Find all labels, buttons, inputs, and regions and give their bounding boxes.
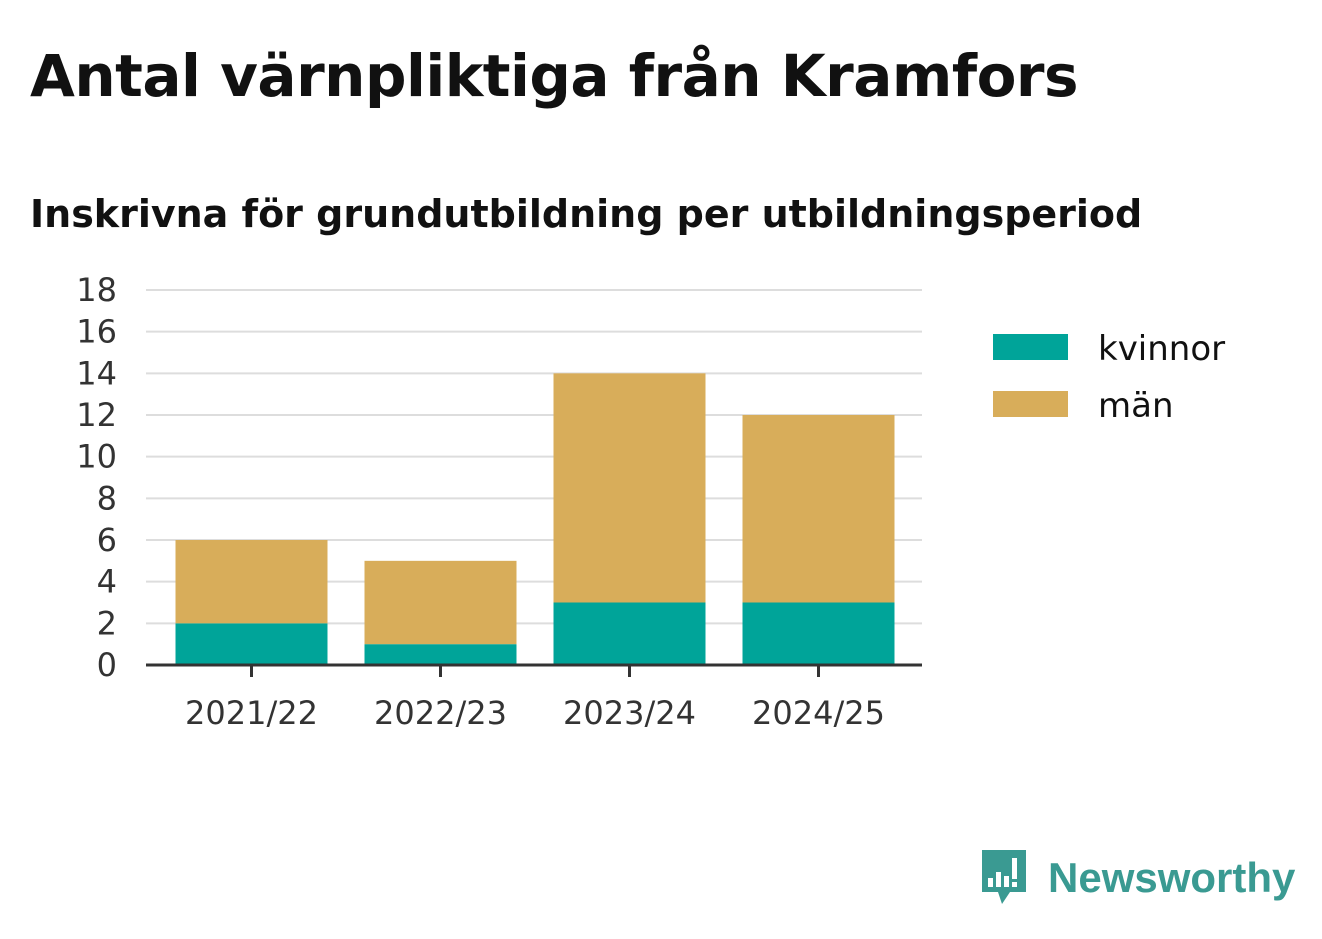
newsworthy-logo-icon — [982, 850, 1026, 904]
bar-kvinnor-2021-22 — [175, 623, 328, 665]
y-tick-label: 12 — [76, 396, 117, 434]
bar-man-2024-25 — [742, 415, 895, 603]
legend-label: kvinnor — [1098, 329, 1225, 369]
brand-logo: Newsworthy — [980, 848, 1295, 908]
x-tick-label: 2021/22 — [185, 694, 318, 732]
y-tick-label: 16 — [76, 313, 117, 351]
chart-title: Antal värnpliktiga från Kramfors — [30, 42, 1079, 110]
bars — [175, 373, 895, 665]
legend-label: män — [1098, 386, 1174, 426]
bar-man-2023-24 — [553, 373, 706, 603]
legend-swatch — [993, 391, 1068, 417]
x-tick-label: 2023/24 — [563, 694, 696, 732]
y-tick-label: 4 — [97, 563, 117, 601]
x-tick-label: 2022/23 — [374, 694, 507, 732]
x-axis: 2021/22 2022/23 2023/24 2024/25 — [185, 665, 885, 732]
y-tick-label: 0 — [97, 646, 117, 684]
bar-kvinnor-2022-23 — [364, 644, 517, 665]
brand-name: Newsworthy — [1048, 854, 1296, 901]
y-tick-label: 10 — [76, 438, 117, 476]
bar-man-2021-22 — [175, 540, 328, 624]
y-tick-label: 2 — [97, 604, 117, 642]
x-tick-label: 2024/25 — [752, 694, 885, 732]
legend-swatch — [993, 334, 1068, 360]
bar-kvinnor-2024-25 — [742, 602, 895, 665]
y-tick-label: 8 — [97, 479, 117, 517]
y-tick-label: 6 — [97, 521, 117, 559]
chart-subtitle: Inskrivna för grundutbildning per utbild… — [30, 192, 1143, 236]
legend: kvinnor män — [993, 329, 1225, 426]
bar-kvinnor-2023-24 — [553, 602, 706, 665]
y-tick-label: 14 — [76, 354, 117, 392]
bar-man-2022-23 — [364, 560, 517, 645]
y-tick-label: 18 — [76, 271, 117, 309]
